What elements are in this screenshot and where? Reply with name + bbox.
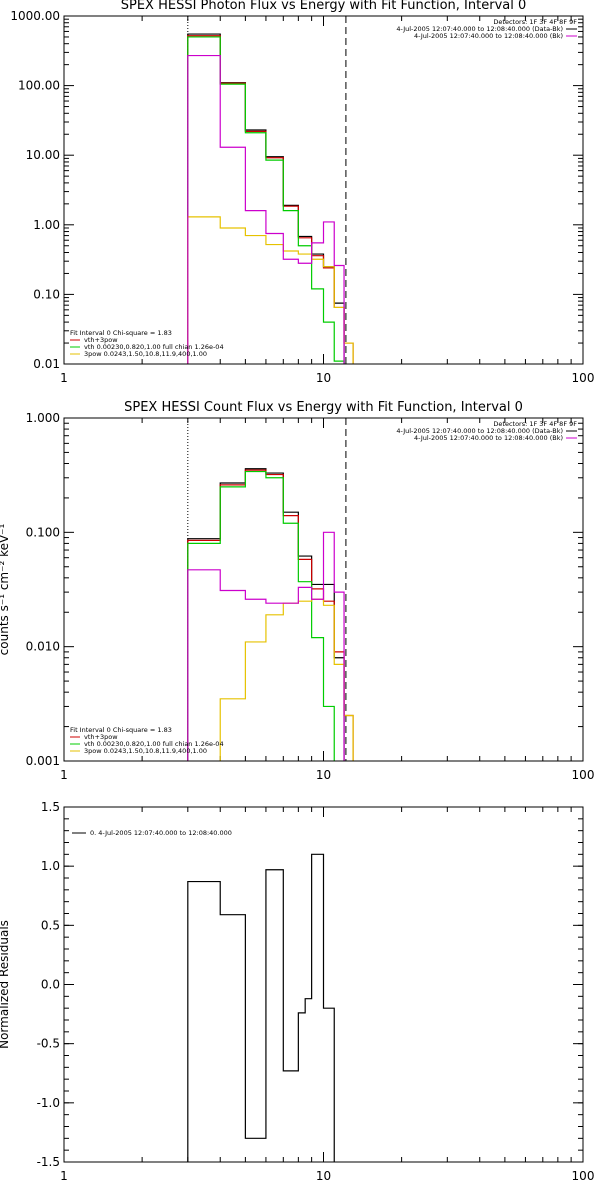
y-tick-label: 1.5 [41,800,60,814]
plot-frame [63,806,584,1163]
x-tick-label: 1 [60,1169,68,1183]
x-tick-label: 1 [60,768,68,782]
y-tick-label: -0.5 [37,1037,60,1051]
x-tick-label: 100 [572,371,595,385]
series-bk [187,54,345,364]
y-tick-label: 100.00 [18,79,60,93]
fit-legend-line: Fit Interval 0 Chi-square = 1.83 [70,329,172,337]
series-3pow [187,216,354,364]
x-tick-label: 1 [60,371,68,385]
series-group [187,853,335,1162]
chart-title: SPEX HESSI Count Flux vs Energy with Fit… [124,400,523,415]
y-axis-label: Normalized Residuals [0,920,11,1049]
fit-legend-line: vth+3pow [84,336,118,344]
legend-label: 0. 4-Jul-2005 12:07:40.000 to 12:08:40.0… [90,829,232,837]
x-tick-label: 100 [572,768,595,782]
y-tick-label: 0.100 [26,525,60,539]
y-tick-label: 0.5 [41,918,60,932]
y-tick-label: 1.00 [33,218,60,232]
y-tick-label: 0.01 [33,357,60,371]
x-tick-label: 10 [316,1169,331,1183]
plot-frame [63,15,584,365]
series-bk [187,531,345,761]
fit-legend-line: vth 0.00230,0.820,1.00 full chian 1.26e-… [84,343,224,351]
series-group [187,33,354,364]
info-line: 4-Jul-2005 12:07:40.000 to 12:08:40.000 … [414,434,563,442]
fit-legend-line: Fit Interval 0 Chi-square = 1.83 [70,726,172,734]
y-tick-label: 1.000 [26,411,60,425]
series-group [187,468,354,761]
count-flux-chart: SPEX HESSI Count Flux vs Energy with Fit… [0,400,595,782]
photon-flux-chart: SPEX HESSI Photon Flux vs Energy with Fi… [10,0,595,385]
x-tick-label: 10 [316,371,331,385]
residuals-chart: Normalized Residuals 1 10 100 -1.5 -1.0 -0.5 0.… [0,800,595,1183]
y-tick-label: 1.0 [41,859,60,873]
y-tick-label: 1000.00 [10,9,60,23]
y-axis-label: counts s⁻¹ cm⁻² keV⁻¹ [0,523,11,655]
fit-legend-line: vth 0.00230,0.820,1.00 full chian 1.26e-… [84,740,224,748]
fit-legend-line: vth+3pow [84,733,118,741]
series-vth [187,470,335,761]
info-line: Detectors: 1F 3F 4F 8F 9F [493,420,577,428]
fit-legend-line: 3pow 0.0243,1.50,10.8,11.9,400,1.00 [84,350,207,358]
y-tick-label: -1.0 [37,1096,60,1110]
series-vth-3pow [187,469,354,761]
plot-frame [63,417,584,762]
x-tick-label: 100 [572,1169,595,1183]
info-line: 4-Jul-2005 12:07:40.000 to 12:08:40.000 … [396,25,563,33]
y-tick-label: 0.10 [33,287,60,301]
y-tick-label: 0.010 [26,640,60,654]
y-tick-label: 0.001 [26,754,60,768]
chart-title: SPEX HESSI Photon Flux vs Energy with Fi… [121,0,527,13]
fit-legend-line: 3pow 0.0243,1.50,10.8,11.9,400,1.00 [84,747,207,755]
info-line: 4-Jul-2005 12:07:40.000 to 12:08:40.000 … [414,32,563,40]
y-tick-label: 10.00 [26,148,60,162]
series-vth [187,36,345,364]
info-line: Detectors: 1F 3F 4F 8F 9F [493,18,577,26]
info-line: 4-Jul-2005 12:07:40.000 to 12:08:40.000 … [396,427,563,435]
y-tick-label: -1.5 [37,1155,60,1169]
series-residuals [187,853,335,1162]
y-tick-label: 0.0 [41,978,60,992]
x-tick-label: 10 [316,768,331,782]
